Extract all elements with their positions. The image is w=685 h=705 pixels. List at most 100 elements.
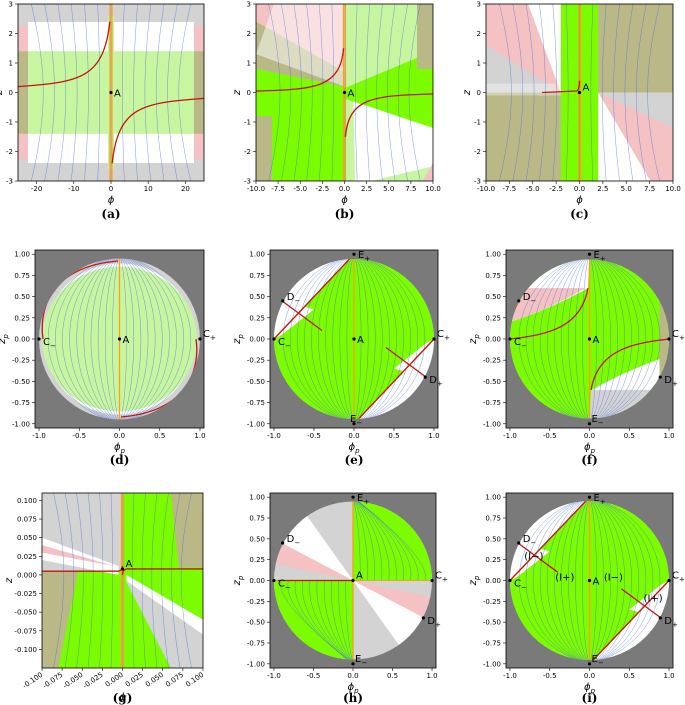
equilibrium-point bbox=[658, 616, 662, 620]
x-tick-label: -0.5 bbox=[307, 432, 321, 440]
point-label: C+ bbox=[435, 571, 448, 584]
y-tick-label: 0 bbox=[247, 89, 251, 97]
x-tick-label: 0.0 bbox=[584, 432, 595, 440]
trajectory bbox=[385, 346, 427, 378]
point-label: C+ bbox=[672, 329, 685, 342]
point-label: C+ bbox=[672, 571, 685, 584]
equilibrium-point bbox=[577, 90, 582, 95]
plot-area-c bbox=[486, 4, 673, 181]
x-tick-label: 1.0 bbox=[426, 672, 437, 680]
streamline bbox=[331, 580, 354, 660]
streamline bbox=[352, 501, 361, 581]
panel-caption: (b) bbox=[335, 207, 355, 221]
x-tick-label: -20 bbox=[31, 185, 42, 193]
equilibrium-point bbox=[587, 337, 592, 341]
streamline bbox=[69, 258, 120, 420]
y-tick-label: 0.75 bbox=[249, 515, 265, 523]
equilibrium-point bbox=[198, 337, 202, 341]
streamline bbox=[575, 259, 590, 419]
streamline bbox=[352, 501, 368, 581]
streamline bbox=[387, 4, 396, 181]
point-label: C+ bbox=[203, 329, 216, 342]
point-label: D− bbox=[523, 534, 537, 547]
y-tick-label: 3 bbox=[247, 1, 251, 9]
equilibrium-point bbox=[517, 299, 521, 303]
x-axis-label: ϕp bbox=[584, 442, 596, 455]
streamline bbox=[352, 501, 383, 581]
x-tick-label: 0.5 bbox=[624, 432, 635, 440]
x-tick-label: -0.5 bbox=[543, 672, 557, 680]
x-axis-label: ϕ bbox=[341, 195, 348, 206]
y-tick-label: 0.050 bbox=[17, 534, 37, 542]
streamline bbox=[318, 259, 355, 419]
y-tick-label: 0.00 bbox=[14, 336, 30, 344]
equilibrium-point bbox=[352, 337, 356, 341]
panel-c: A -10.0 -7.5 -5.0 -2.5 0.0 2.5 5.0 7.5 10.0 -3 -2 -1… bbox=[462, 1, 681, 222]
y-tick-label: 0.075 bbox=[17, 516, 37, 524]
white-region bbox=[593, 355, 670, 390]
panel-f: A C− C+ E+ E− D− D+ -1.0 -0.5 0.0 0.5 1.0 -1.00 -0.75… bbox=[468, 249, 685, 467]
y-tick-label: 0.25 bbox=[485, 556, 501, 564]
equilibrium-point bbox=[109, 90, 113, 95]
y-tick-label: 0.025 bbox=[17, 553, 37, 561]
point-label: D+ bbox=[664, 616, 678, 629]
point-label: A bbox=[126, 559, 133, 570]
x-tick-label: 0.5 bbox=[154, 432, 165, 440]
x-tick-label: -2.5 bbox=[549, 185, 563, 193]
white-region bbox=[273, 513, 353, 581]
x-axis-label: ϕ bbox=[119, 692, 126, 703]
white-region bbox=[598, 92, 651, 181]
streamline bbox=[352, 501, 397, 581]
point-label: C− bbox=[278, 579, 291, 592]
streamline bbox=[83, 258, 120, 420]
streamline bbox=[352, 501, 390, 581]
streamline bbox=[398, 4, 408, 181]
trajectory bbox=[256, 48, 345, 92]
streamline bbox=[306, 4, 313, 181]
streamline bbox=[624, 4, 634, 181]
y-tick-label: -0.025 bbox=[14, 590, 37, 598]
olive-region bbox=[170, 493, 203, 568]
point-label: A bbox=[357, 335, 364, 346]
panel-d: A C− C+ -1.0 -0.5 0.0 0.5 1.0 -1.00 -0.75 -0.50 -0.… bbox=[0, 249, 216, 467]
olive-region bbox=[42, 571, 79, 668]
panel-caption: (h) bbox=[343, 691, 363, 705]
x-tick-label: -0.5 bbox=[307, 672, 321, 680]
plot-area-b bbox=[256, 4, 433, 181]
equilibrium-point bbox=[667, 578, 671, 583]
point-label: D+ bbox=[664, 375, 678, 388]
y-tick-label: -3 bbox=[474, 178, 481, 186]
x-tick-label: 7.5 bbox=[405, 185, 416, 193]
equilibrium-point bbox=[272, 578, 276, 583]
y-tick-label: 0.00 bbox=[249, 336, 265, 344]
y-tick-label: 1.00 bbox=[249, 251, 265, 259]
y-tick-label: 1.00 bbox=[14, 251, 30, 259]
olive-region bbox=[194, 51, 204, 134]
point-label: D− bbox=[287, 534, 301, 547]
streamline bbox=[119, 258, 134, 420]
streamline bbox=[352, 501, 375, 581]
x-tick-label: 0.5 bbox=[388, 432, 399, 440]
equilibrium-point bbox=[587, 495, 592, 499]
region-label: (I−) bbox=[524, 552, 543, 563]
point-label: D+ bbox=[429, 375, 443, 388]
trajectory bbox=[509, 500, 590, 581]
point-label: A bbox=[593, 577, 600, 588]
streamline bbox=[309, 580, 354, 660]
y-tick-label: -3 bbox=[6, 178, 13, 186]
streamline bbox=[546, 500, 590, 661]
y-axis-label: z bbox=[232, 89, 243, 96]
olive-region bbox=[598, 4, 673, 93]
pink-region bbox=[486, 4, 561, 93]
x-tick-label: -0.050 bbox=[61, 671, 84, 691]
x-tick-label: -10 bbox=[68, 185, 79, 193]
equilibrium-point bbox=[432, 337, 436, 341]
trajectory bbox=[121, 568, 203, 575]
y-tick-label: -1.00 bbox=[483, 660, 501, 668]
pink-region bbox=[353, 580, 433, 623]
x-tick-label: 1.0 bbox=[663, 672, 674, 680]
trajectory bbox=[344, 93, 433, 137]
x-tick-label: 1.0 bbox=[428, 432, 439, 440]
point-label: C− bbox=[514, 337, 527, 350]
